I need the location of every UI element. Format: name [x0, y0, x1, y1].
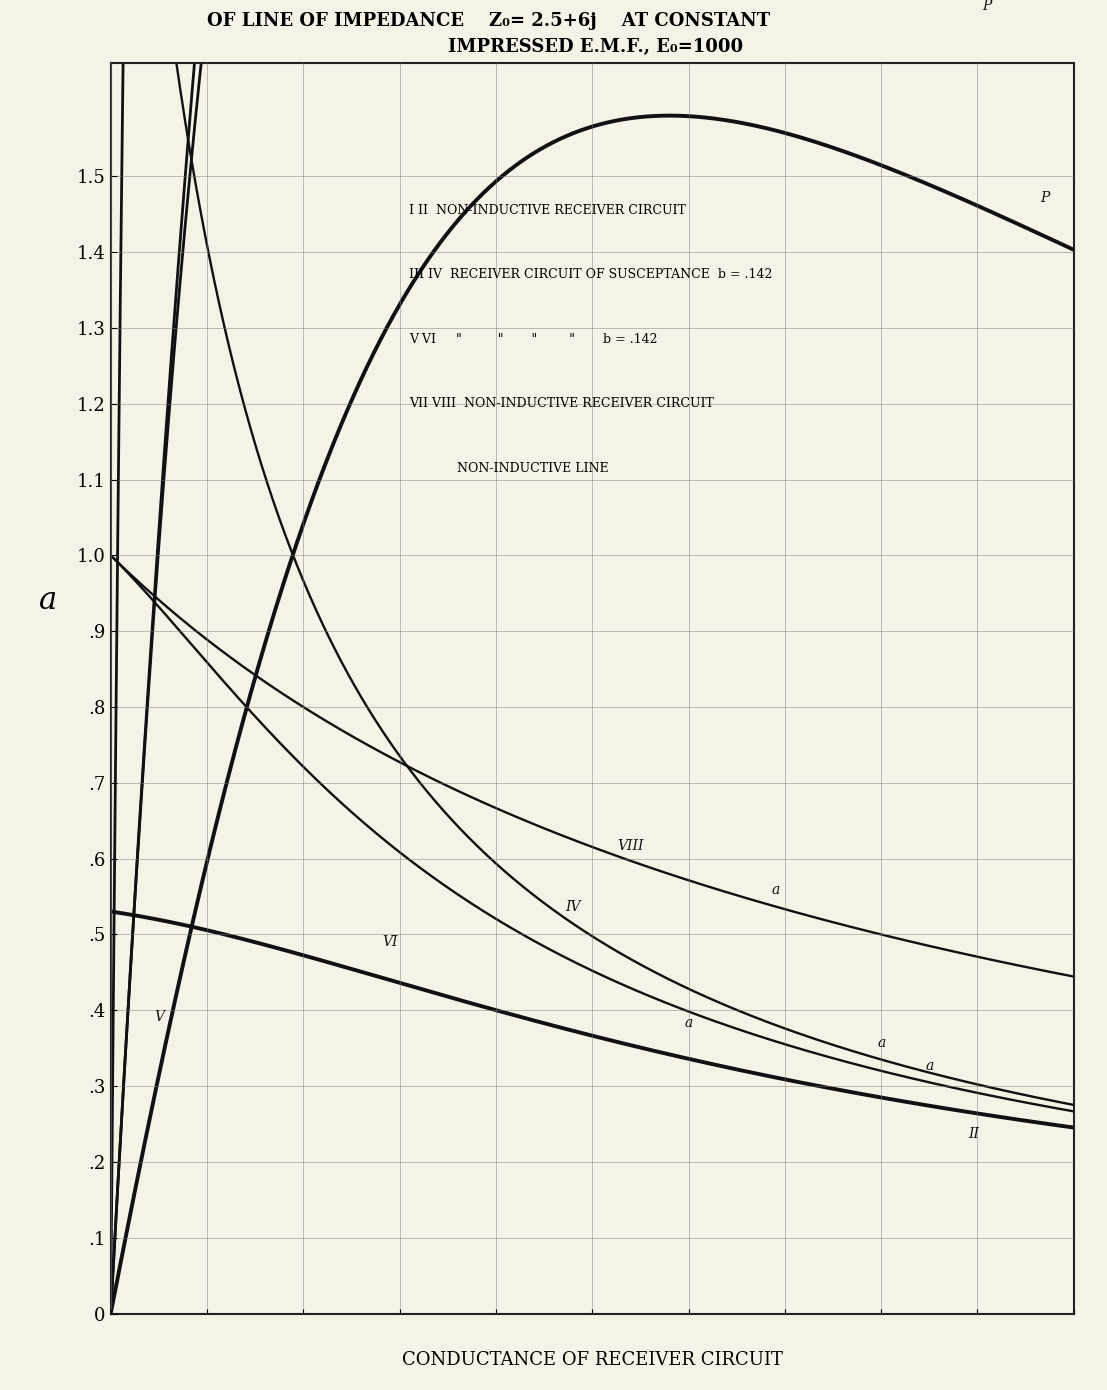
Text: VIII: VIII: [618, 838, 644, 852]
Text: a: a: [684, 1016, 693, 1030]
Text: VII VIII  NON-INDUCTIVE RECEIVER CIRCUIT: VII VIII NON-INDUCTIVE RECEIVER CIRCUIT: [410, 398, 714, 410]
Text: V: V: [154, 1009, 164, 1023]
Text: VI: VI: [382, 935, 397, 949]
Text: a: a: [772, 883, 779, 897]
Text: V VI     "         "       "        "       b = .142: V VI " " " " b = .142: [410, 332, 658, 346]
Text: a: a: [39, 585, 58, 616]
Text: NON-INDUCTIVE LINE: NON-INDUCTIVE LINE: [410, 461, 609, 474]
Text: RATIO OF POTENTIAL a AT RECEIVING AND SENDING END: RATIO OF POTENTIAL a AT RECEIVING AND SE…: [286, 0, 899, 4]
Text: IMPRESSED E.M.F., E₀=1000: IMPRESSED E.M.F., E₀=1000: [447, 39, 743, 56]
Text: a: a: [877, 1036, 886, 1049]
Text: II: II: [969, 1127, 979, 1141]
Text: P: P: [982, 0, 992, 13]
Text: III IV  RECEIVER CIRCUIT OF SUSCEPTANCE  b = .142: III IV RECEIVER CIRCUIT OF SUSCEPTANCE b…: [410, 268, 773, 281]
Text: a: a: [925, 1059, 933, 1073]
Text: IV: IV: [566, 899, 581, 913]
Text: CONDUCTANCE OF RECEIVER CIRCUIT: CONDUCTANCE OF RECEIVER CIRCUIT: [402, 1351, 783, 1369]
Text: P: P: [1041, 192, 1049, 206]
Text: OF LINE OF IMPEDANCE    Z₀= 2.5+6j    AT CONSTANT: OF LINE OF IMPEDANCE Z₀= 2.5+6j AT CONST…: [207, 13, 770, 31]
Text: I II  NON-INDUCTIVE RECEIVER CIRCUIT: I II NON-INDUCTIVE RECEIVER CIRCUIT: [410, 204, 686, 217]
